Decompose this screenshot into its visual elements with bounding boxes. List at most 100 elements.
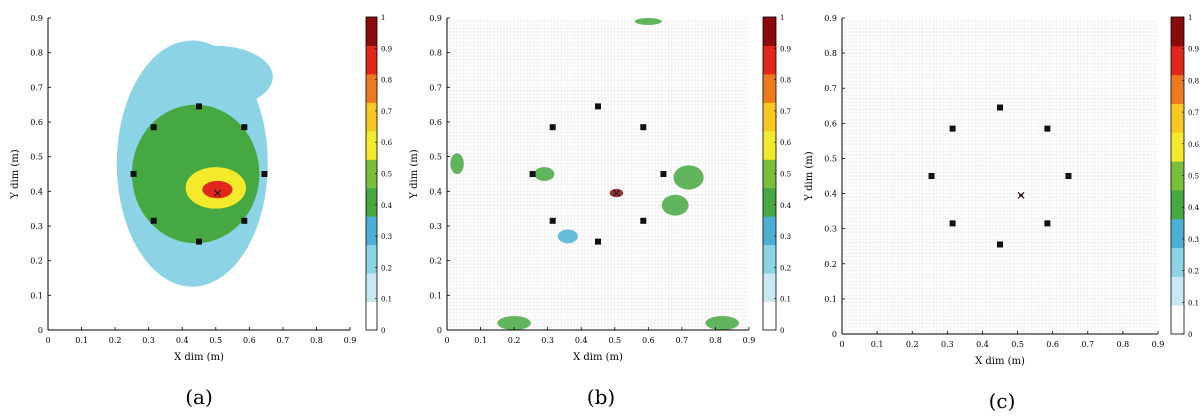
colorbar-segment [366, 273, 377, 303]
sensor-marker [150, 217, 157, 224]
y-tick-label: 0.9 [429, 14, 442, 23]
colorbar-segment [1171, 74, 1184, 104]
y-axis-label: Y dim (m) [804, 151, 815, 201]
x-tick-label: 0.6 [1046, 340, 1059, 349]
colorbar-tick-label: 0.7 [780, 108, 791, 116]
y-tick-label: 0.8 [824, 49, 837, 58]
x-tick-label: 0.9 [344, 336, 357, 345]
colorbar-segment [366, 159, 377, 189]
colorbar-tick-label: 0.2 [1188, 268, 1199, 276]
x-tick-label: 0.7 [277, 336, 290, 345]
y-tick-label: 0.3 [30, 222, 43, 231]
panel-label: (b) [587, 385, 615, 409]
y-tick-label: 0.1 [30, 291, 43, 300]
colorbar-tick-label: 1 [1188, 14, 1192, 22]
x-tick-label: 0.7 [676, 336, 689, 345]
x-tick-label: 0 [444, 336, 449, 345]
colorbar-tick-label: 1 [381, 14, 385, 22]
y-tick-label: 0.6 [30, 118, 43, 127]
x-tick-label: 0.2 [109, 336, 122, 345]
colorbar-tick-label: 0.3 [381, 233, 392, 241]
colorbar-tick-label: 0.2 [381, 264, 392, 272]
heat-region [634, 18, 662, 25]
sensor-marker [241, 217, 248, 224]
sensor-marker [150, 124, 157, 131]
sensor-marker [640, 124, 647, 131]
sensor-marker [196, 238, 202, 245]
x-axis-label: X dim (m) [573, 352, 623, 363]
colorbar-segment [1171, 276, 1184, 306]
sensor-marker [949, 125, 956, 132]
x-tick-label: 0.1 [474, 336, 487, 345]
panel-b-heatmap: 0 0.1 0.2 0.3 0.4 0.5 0.6 0.7 0.8 0.9 0 0.1 0.2 0.3 0.… [409, 14, 792, 409]
y-tick-label: 0.5 [30, 153, 43, 162]
y-tick-label: 0.7 [824, 84, 837, 93]
x-tick-label: 0.1 [75, 336, 88, 345]
heat-region [450, 153, 464, 175]
sensor-marker [1044, 220, 1051, 227]
x-tick-label: 0.1 [871, 340, 884, 349]
x-tick-label: 0.3 [142, 336, 155, 345]
colorbar-tick-label: 0.6 [780, 139, 792, 147]
y-axis-label: Y dim (m) [10, 149, 21, 199]
colorbar-tick-label: 0.9 [780, 45, 791, 53]
colorbar-segment [763, 273, 776, 303]
x-tick-label: 0.4 [976, 340, 989, 349]
colorbar-tick-label: 1 [780, 14, 784, 22]
colorbar-segment [366, 130, 377, 160]
colorbar-tick-label: 0.8 [381, 77, 392, 85]
colorbar-segment [366, 216, 377, 246]
colorbar-tick-label: 0.1 [1188, 299, 1199, 307]
y-tick-label: 0.1 [824, 295, 837, 304]
y-tick-label: 0 [832, 330, 837, 339]
colorbar-tick-label: 0.1 [381, 296, 392, 304]
colorbar-tick-label: 0.8 [1188, 77, 1199, 85]
source-marker [214, 189, 221, 197]
colorbar-tick-label: 0.4 [381, 202, 393, 210]
colorbar-segment [366, 17, 377, 46]
colorbar-segment [1171, 189, 1184, 220]
x-tick-label: 0 [839, 340, 844, 349]
panel-label: (a) [185, 385, 213, 409]
y-tick-label: 0.6 [429, 118, 442, 127]
heat-region [202, 180, 233, 199]
colorbar-segment [366, 102, 377, 132]
colorbar-segment [763, 102, 776, 132]
colorbar-tick-label: 0.5 [780, 171, 791, 179]
x-tick-label: 0.4 [575, 336, 588, 345]
x-tick-label: 0.9 [743, 336, 756, 345]
x-tick-label: 0.6 [243, 336, 256, 345]
y-tick-label: 0.9 [30, 14, 43, 23]
colorbar-tick-label: 0.5 [1188, 173, 1199, 181]
x-tick-label: 0.7 [1081, 340, 1094, 349]
colorbar-segment [366, 187, 377, 217]
x-tick-label: 0.2 [906, 340, 919, 349]
sensor-marker [549, 124, 556, 131]
heat-region [158, 45, 273, 109]
colorbar-segment [763, 45, 776, 75]
cell-grid [446, 18, 749, 331]
y-tick-label: 0.4 [429, 187, 442, 196]
colorbar-segment [1171, 247, 1184, 277]
colorbar-segment [763, 216, 776, 246]
panel-c-heatmap: 0 0.1 0.2 0.3 0.4 0.5 0.6 0.7 0.8 0.9 0 0.1 0.2 0.3 0.… [804, 14, 1200, 413]
colorbar-segment [763, 73, 776, 103]
x-tick-label: 0.8 [1117, 340, 1130, 349]
y-tick-label: 0.4 [30, 187, 43, 196]
colorbar-tick-label: 0.7 [1188, 109, 1199, 117]
sensor-marker [130, 171, 137, 177]
colorbar-segment [366, 244, 377, 274]
colorbar-tick-label: 0.4 [780, 202, 792, 210]
sensor-marker [660, 171, 667, 177]
y-tick-label: 0.2 [30, 257, 43, 266]
sensor-marker [261, 171, 268, 177]
x-tick-label: 0.5 [209, 336, 222, 345]
colorbar-segment [763, 17, 776, 46]
colorbar-tick-label: 0.6 [1188, 141, 1200, 149]
colorbar-segment [763, 130, 776, 160]
colorbar-segment [763, 187, 776, 217]
sensor-marker [529, 171, 536, 177]
source-marker [613, 189, 620, 197]
colorbar-segment [763, 301, 776, 331]
